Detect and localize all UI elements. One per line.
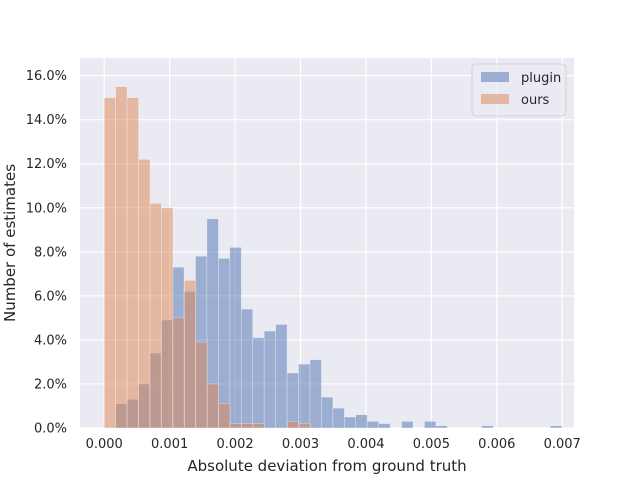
x-tick-label-6: 0.006	[478, 437, 515, 452]
y-tick-labels: 0.0% 2.0% 4.0% 6.0% 8.0% 10.0% 12.0% 14.0% 16.0%	[26, 69, 67, 436]
y-tick-label-1: 2.0%	[34, 377, 67, 392]
y-tick-label-0: 0.0%	[34, 422, 67, 437]
x-axis-label: Absolute deviation from ground truth	[187, 457, 466, 475]
x-tick-labels: 0.000 0.001 0.002 0.003 0.004 0.005 0.006 0.007	[86, 437, 581, 452]
y-tick-label-8: 16.0%	[26, 69, 67, 84]
x-tick-label-4: 0.004	[347, 437, 384, 452]
bars	[103, 86, 563, 429]
bar-plugin-20	[344, 416, 357, 429]
bar-ours-12	[241, 423, 254, 429]
y-tick-label-6: 12.0%	[26, 157, 67, 172]
bar-ours-5	[161, 207, 174, 429]
bar-ours-17	[298, 423, 311, 429]
bar-plugin-11	[240, 308, 254, 429]
bar-plugin-9	[218, 258, 231, 429]
bar-ours-13	[252, 423, 265, 429]
bar-ours-16	[287, 421, 300, 429]
legend-label-plugin: plugin	[521, 71, 561, 86]
bar-plugin-18	[321, 396, 334, 429]
bar-ours-4	[149, 203, 162, 429]
bar-ours-6	[172, 317, 185, 429]
y-tick-label-5: 10.0%	[26, 201, 67, 216]
x-tick-label-2: 0.002	[216, 437, 253, 452]
bar-ours-11	[229, 423, 242, 429]
y-tick-label-7: 14.0%	[26, 113, 67, 128]
x-tick-label-1: 0.001	[151, 437, 188, 452]
bar-ours-3	[138, 159, 151, 429]
bar-ours-7	[184, 280, 197, 429]
x-tick-label-5: 0.005	[413, 437, 450, 452]
y-axis-label: Number of estimates	[1, 164, 19, 322]
bar-plugin-21	[355, 414, 368, 429]
y-tick-label-4: 8.0%	[34, 245, 67, 260]
bar-plugin-28	[435, 425, 448, 429]
bar-plugin-16	[298, 363, 311, 429]
bar-plugin-19	[332, 407, 345, 429]
y-tick-label-3: 6.0%	[34, 289, 67, 304]
bar-plugin-13	[263, 330, 276, 429]
bar-plugin-15	[286, 372, 299, 429]
x-tick-label-3: 0.003	[282, 437, 319, 452]
bar-ours-9	[206, 383, 220, 429]
bar-plugin-14	[275, 324, 288, 429]
bar-ours-2	[126, 97, 139, 429]
legend-label-ours: ours	[521, 93, 550, 108]
bar-plugin-22	[366, 421, 379, 429]
bar-plugin-32	[481, 425, 494, 429]
bar-plugin-17	[309, 359, 322, 429]
legend-swatch-ours	[481, 94, 509, 104]
y-tick-label-2: 4.0%	[34, 333, 67, 348]
bar-plugin-38	[550, 425, 563, 429]
bar-plugin-27	[424, 421, 437, 429]
x-tick-label-0: 0.000	[86, 437, 123, 452]
x-tick-label-7: 0.007	[544, 437, 581, 452]
bar-plugin-23	[378, 423, 391, 429]
bar-ours-1	[115, 86, 128, 429]
legend-swatch-plugin	[481, 72, 509, 82]
bar-plugin-25	[401, 421, 414, 429]
legend: plugin ours	[471, 63, 567, 117]
bar-ours-8	[195, 341, 208, 429]
bar-plugin-10	[229, 247, 242, 429]
bar-plugin-12	[252, 337, 265, 429]
bar-ours-10	[218, 403, 231, 429]
bar-ours-0	[103, 97, 116, 429]
